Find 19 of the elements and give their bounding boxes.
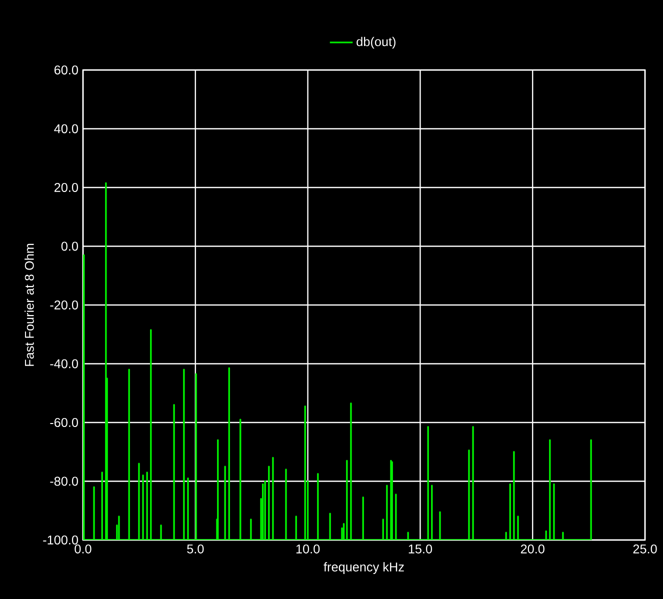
x-axis-title: frequency kHz bbox=[324, 562, 404, 574]
x-tick-label: 25.0 bbox=[633, 544, 657, 554]
y-tick-label: -80.0 bbox=[50, 476, 78, 486]
y-tick-label: -100.0 bbox=[43, 536, 78, 544]
y-tick-label: 0.0 bbox=[61, 242, 78, 251]
x-tick-label: 0.0 bbox=[74, 544, 92, 554]
x-tick-label: 10.0 bbox=[296, 544, 320, 554]
x-tick-label: 5.0 bbox=[187, 544, 204, 554]
y-tick-label: 60.0 bbox=[54, 66, 78, 74]
y-tick-label: -40.0 bbox=[50, 359, 78, 368]
y-tick-label: -20.0 bbox=[50, 300, 78, 310]
y-axis-title: Fast Fourier at 8 Ohm bbox=[24, 244, 34, 366]
y-tick-label: 40.0 bbox=[54, 124, 78, 134]
x-tick-label: 15.0 bbox=[408, 544, 432, 554]
y-tick-label: -60.0 bbox=[50, 418, 78, 427]
x-tick-label: 20.0 bbox=[520, 544, 544, 554]
y-tick-label: 20.0 bbox=[54, 183, 78, 192]
legend-label: db(out) bbox=[356, 36, 396, 49]
line-series bbox=[83, 182, 592, 540]
